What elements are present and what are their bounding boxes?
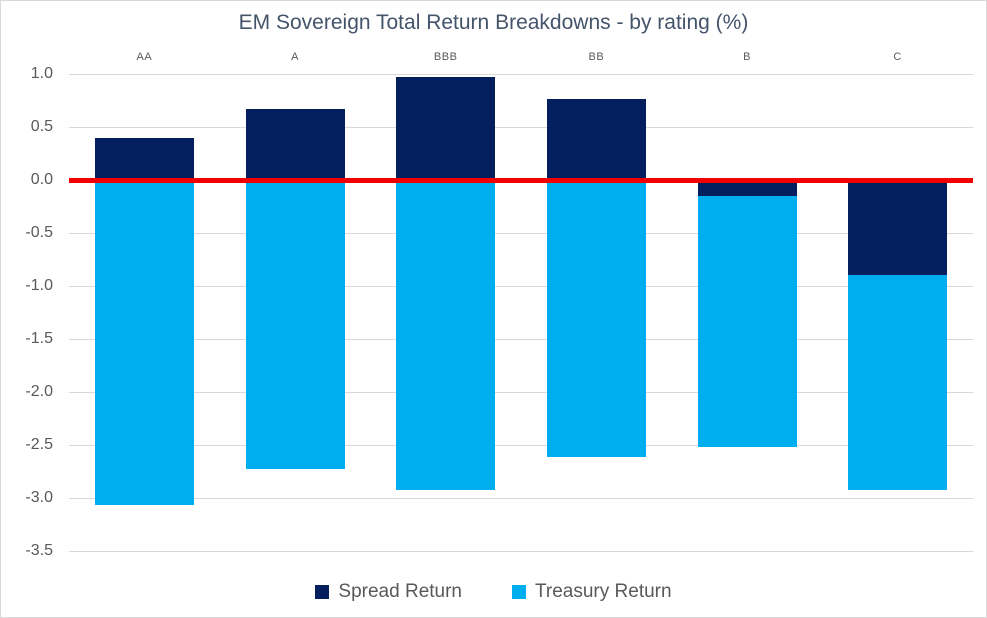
y-axis-tick-label: -2.5	[25, 436, 53, 453]
plot-area	[69, 74, 973, 552]
legend-item-spread-return: Spread Return	[315, 581, 462, 603]
y-axis-tick-label: 0.0	[30, 171, 53, 188]
bar-segment-spread-return	[396, 77, 496, 180]
zero-line	[69, 177, 973, 183]
bar-segment-treasury-return	[697, 195, 797, 448]
legend-item-treasury-return: Treasury Return	[512, 581, 672, 603]
gridline	[69, 339, 973, 340]
bar-segment-spread-return	[94, 137, 194, 180]
legend-label-spread-return: Spread Return	[338, 581, 462, 602]
bar-segment-treasury-return	[546, 180, 646, 457]
category-label: C	[893, 51, 902, 63]
bar-segment-treasury-return	[396, 180, 496, 490]
category-label: A	[291, 51, 299, 63]
legend-label-treasury-return: Treasury Return	[535, 581, 672, 602]
y-axis-tick-label: -2.0	[25, 383, 53, 400]
bar-segment-treasury-return	[94, 180, 194, 506]
gridline	[69, 445, 973, 446]
y-axis-tick-label: 1.0	[30, 65, 53, 82]
y-axis-tick-label: -3.5	[25, 542, 53, 559]
gridline	[69, 286, 973, 287]
y-axis-tick-label: -3.0	[25, 489, 53, 506]
chart-title: EM Sovereign Total Return Breakdowns - b…	[238, 11, 749, 34]
gridline	[69, 498, 973, 499]
category-label: BBB	[433, 51, 458, 63]
gridline	[69, 74, 973, 75]
gridline	[69, 392, 973, 393]
legend-swatch-treasury-return-icon	[512, 585, 526, 599]
bar-segment-spread-return	[245, 108, 345, 180]
category-label: BB	[588, 51, 605, 63]
legend-swatch-spread-return-icon	[315, 585, 330, 599]
bar-segment-spread-return	[848, 180, 948, 276]
legend: Spread Return Treasury Return	[1, 581, 986, 603]
bar-segment-treasury-return	[245, 180, 345, 470]
y-axis-tick-label: 0.5	[30, 118, 53, 135]
gridline	[69, 127, 973, 128]
y-axis-tick-label: -0.5	[25, 224, 53, 241]
bar-segment-treasury-return	[848, 275, 948, 490]
bar-segment-spread-return	[697, 180, 797, 196]
gridline	[69, 551, 973, 552]
gridline	[69, 233, 973, 234]
category-label: AA	[136, 51, 153, 63]
y-axis-tick-label: -1.0	[25, 277, 53, 294]
bar-segment-spread-return	[546, 99, 646, 180]
category-label: B	[743, 51, 751, 63]
y-axis-tick-label: -1.5	[25, 330, 53, 347]
